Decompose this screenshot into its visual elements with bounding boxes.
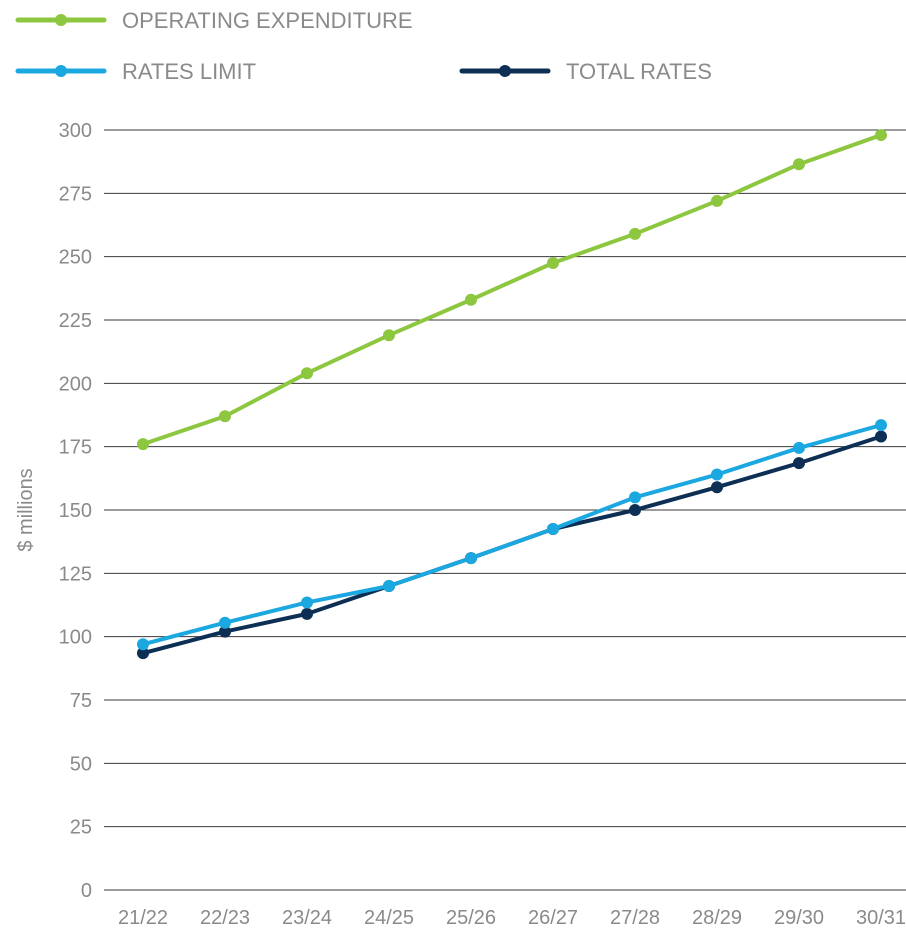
data-point	[219, 625, 231, 638]
data-point	[465, 552, 477, 565]
x-tick-label: 27/28	[610, 907, 660, 929]
y-tick-label: 300	[59, 120, 92, 142]
y-tick-label: 175	[59, 437, 92, 459]
data-point	[875, 419, 887, 432]
x-tick-label: 24/25	[364, 907, 414, 929]
data-point	[711, 481, 723, 494]
x-tick-label: 26/27	[528, 907, 578, 929]
data-point	[301, 596, 313, 609]
x-tick-label: 23/24	[282, 907, 332, 929]
y-tick-label: 275	[59, 183, 92, 205]
y-tick-label: 125	[59, 563, 92, 585]
series-rates-limit	[137, 419, 887, 651]
series-line	[141, 133, 883, 447]
data-point	[875, 129, 887, 142]
data-point	[137, 438, 149, 451]
x-axis-ticks: 21/22 22/23 23/24 24/25 25/26 26/27 27/28 28/29…	[118, 907, 906, 929]
data-point	[137, 647, 149, 660]
data-point	[219, 410, 231, 423]
series-operating-expenditure	[137, 129, 887, 451]
data-point	[137, 638, 149, 651]
data-point	[301, 367, 313, 380]
y-tick-label: 200	[59, 373, 92, 395]
x-tick-label: 28/29	[692, 907, 742, 929]
legend-swatch-marker	[499, 65, 511, 77]
x-tick-label: 21/22	[118, 907, 168, 929]
data-point	[793, 457, 805, 470]
data-point	[793, 158, 805, 171]
data-point	[793, 441, 805, 454]
data-point	[301, 607, 313, 620]
data-point	[629, 227, 641, 240]
legend-label: RATES LIMIT	[122, 59, 256, 84]
series-line	[141, 423, 883, 647]
y-tick-label: 25	[70, 817, 92, 839]
series-group	[137, 129, 887, 660]
grid	[104, 129, 906, 891]
data-point	[711, 194, 723, 207]
legend-item: OPERATING EXPENDITURE	[15, 8, 413, 33]
x-tick-label: 22/23	[200, 907, 250, 929]
data-point	[547, 523, 559, 535]
data-point	[547, 257, 559, 269]
y-tick-label: 50	[70, 753, 92, 775]
y-axis-ticks: 0 25 50 75 100 125 150 175 200 225 250 275 300	[59, 120, 92, 902]
legend: OPERATING EXPENDITURE RATES LIMIT TOTAL RA…	[15, 8, 712, 84]
x-tick-label: 29/30	[774, 907, 824, 929]
x-tick-label: 30/31	[856, 907, 906, 929]
legend-swatch-marker	[55, 14, 67, 26]
x-tick-label: 25/26	[446, 907, 496, 929]
data-point	[629, 504, 641, 516]
y-axis-title: $ millions	[15, 468, 37, 551]
legend-label: TOTAL RATES	[566, 59, 712, 84]
legend-label: OPERATING EXPENDITURE	[122, 8, 413, 33]
data-point	[711, 468, 723, 481]
data-point	[875, 430, 887, 443]
y-tick-label: 150	[59, 500, 92, 522]
data-point	[629, 491, 641, 504]
legend-item: TOTAL RATES	[459, 59, 712, 84]
y-tick-label: 250	[59, 247, 92, 269]
legend-item: RATES LIMIT	[15, 59, 256, 84]
legend-swatch-marker	[55, 65, 67, 77]
data-point	[383, 329, 395, 342]
y-tick-label: 100	[59, 627, 92, 649]
data-point	[219, 616, 231, 629]
y-tick-label: 0	[81, 880, 92, 902]
data-point	[383, 580, 395, 592]
y-tick-label: 225	[59, 310, 92, 332]
y-tick-label: 75	[70, 690, 92, 712]
data-point	[465, 293, 477, 306]
